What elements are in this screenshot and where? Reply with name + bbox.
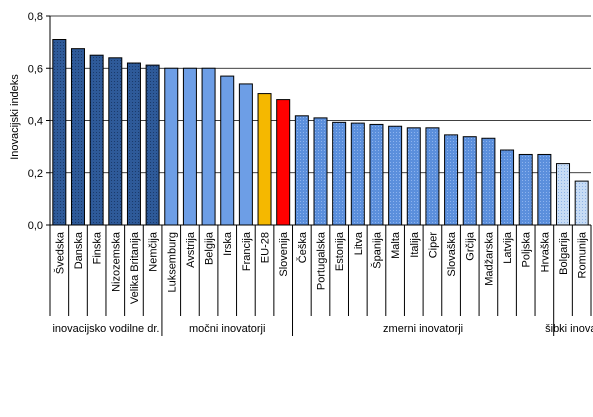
y-tick-label: 0,6 xyxy=(28,63,43,75)
bar xyxy=(462,136,477,226)
bar xyxy=(556,163,571,226)
bar xyxy=(444,134,459,226)
x-category-label: Italija xyxy=(409,231,421,258)
bar xyxy=(70,48,85,226)
bar xyxy=(52,39,67,226)
bar xyxy=(201,67,216,226)
x-category-label: Nemčija xyxy=(148,231,160,272)
x-category-label: Avstrija xyxy=(185,231,197,268)
x-category-label: Estonija xyxy=(334,231,346,271)
group-label: inovacijsko vodilne dr. xyxy=(52,323,159,335)
bar xyxy=(313,117,328,226)
x-category-label: Poljska xyxy=(521,231,533,267)
x-category-label: Malta xyxy=(390,231,402,259)
x-category-label: Romunija xyxy=(577,231,589,278)
bar xyxy=(425,127,440,226)
bar xyxy=(350,122,365,226)
group-labels: inovacijsko vodilne dr. močni inovatorji z… xyxy=(52,323,593,335)
bar xyxy=(481,137,496,226)
x-category-label: Češka xyxy=(296,231,309,263)
bar xyxy=(164,67,179,226)
x-category-label: Danska xyxy=(73,231,85,269)
x-category-label: Švedska xyxy=(53,231,66,274)
bar xyxy=(294,115,309,226)
x-category-label: Hrvaška xyxy=(539,231,551,272)
x-category-label: Slovaška xyxy=(446,231,458,277)
bar xyxy=(276,99,291,226)
bar xyxy=(108,57,123,226)
bar xyxy=(500,149,515,226)
bar xyxy=(220,75,235,226)
x-category-label: Ciper xyxy=(427,232,439,259)
bars xyxy=(52,39,589,226)
x-category-label: Irska xyxy=(222,231,234,256)
y-tick-label: 0,8 xyxy=(28,11,43,23)
bar xyxy=(574,180,589,226)
x-category-label: Finska xyxy=(92,231,104,264)
y-tick-labels: 0,0 0,2 0,4 0,6 0,8 xyxy=(28,11,43,232)
x-category-label: Nizozemska xyxy=(110,231,122,292)
x-category-label: Portugalska xyxy=(316,231,328,290)
x-category-label: Slovenija xyxy=(278,231,290,277)
x-category-label: Madžarska xyxy=(483,231,495,286)
x-category-label: Španija xyxy=(370,231,383,269)
group-label: zmerni inovatorji xyxy=(383,323,463,335)
bar xyxy=(182,67,197,226)
x-category-label: Latvija xyxy=(502,231,514,264)
group-label: močni inovatorji xyxy=(189,323,265,335)
bar xyxy=(369,123,384,226)
y-tick-label: 0,4 xyxy=(28,116,43,128)
bar xyxy=(332,121,347,226)
y-tick-label: 0,2 xyxy=(28,168,43,180)
x-category-label: Francija xyxy=(241,231,253,271)
x-category-label: Luksemburg xyxy=(166,232,178,293)
x-category-label: Grčija xyxy=(465,231,477,261)
x-category-label: Belgija xyxy=(204,231,216,265)
x-category-label: Velika Britanija xyxy=(129,231,141,304)
bar xyxy=(238,83,253,226)
bar xyxy=(257,93,272,226)
bar xyxy=(537,153,552,226)
bar xyxy=(406,127,421,226)
bar xyxy=(145,64,160,226)
bar xyxy=(89,54,104,226)
bar xyxy=(518,153,533,226)
y-axis-title: Inovacijski indeks xyxy=(9,74,21,160)
x-category-labels: Švedska Danska Finska Nizozemska Velika Brit… xyxy=(53,231,588,304)
bar xyxy=(388,125,403,226)
x-category-label: Bolgarija xyxy=(558,231,570,275)
bar xyxy=(126,62,141,226)
x-category-label: EU-28 xyxy=(260,232,272,263)
group-label: šibki inovat xyxy=(545,323,593,335)
y-tick-label: 0,0 xyxy=(28,220,43,232)
axes xyxy=(46,15,592,336)
x-category-label: Litva xyxy=(353,231,365,255)
